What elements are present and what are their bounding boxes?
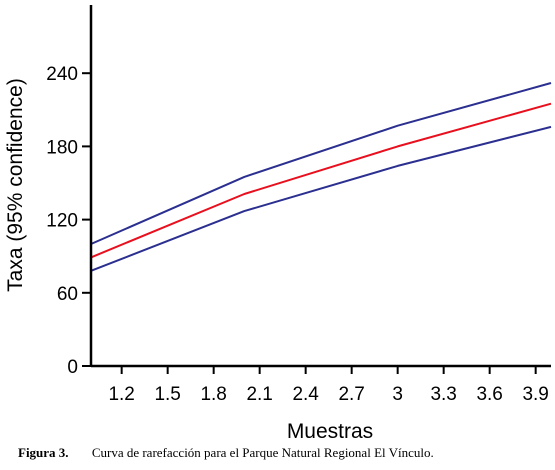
figure-caption-text: Curva de rarefacción para el Parque Natu… (91, 445, 434, 460)
x-tick-label: 3.3 (430, 384, 456, 405)
y-tick-label: 120 (46, 211, 78, 232)
rarefaction-chart: 1.2 1.5 1.8 2.1 2.4 2.7 3 3.3 3.6 3.9 0 60 120 180 24… (4, 5, 552, 440)
x-tick-label: 1.2 (108, 384, 134, 405)
x-axis-title: Muestras (287, 420, 373, 440)
x-tick-label: 3.9 (522, 384, 548, 405)
y-axis-ticks: 0 60 120 180 240 (46, 64, 91, 378)
x-tick-label: 2.4 (292, 384, 319, 405)
x-tick-label: 1.5 (154, 384, 180, 405)
y-axis-title: Taxa (95% confidence) (4, 78, 27, 292)
series-line-upper-95-confidence (90, 82, 552, 245)
y-tick-label: 60 (57, 284, 78, 305)
x-tick-label: 2.7 (338, 384, 364, 405)
y-tick-label: 180 (46, 137, 78, 158)
series-layer (90, 82, 552, 272)
figure-caption: Figura 3. Curva de rarefacción para el P… (18, 445, 548, 461)
x-tick-label: 1.8 (200, 384, 226, 405)
series-line-estimate (90, 102, 552, 259)
x-tick-label: 3.6 (476, 384, 502, 405)
x-tick-label: 3 (392, 384, 403, 405)
y-tick-label: 0 (67, 357, 78, 378)
x-tick-label: 2.1 (246, 384, 272, 405)
x-axis-ticks: 1.2 1.5 1.8 2.1 2.4 2.7 3 3.3 3.6 3.9 (108, 366, 549, 405)
figure-label: Figura 3. (18, 445, 69, 460)
series-line-lower-95-confidence (90, 125, 552, 272)
y-tick-label: 240 (46, 64, 78, 85)
